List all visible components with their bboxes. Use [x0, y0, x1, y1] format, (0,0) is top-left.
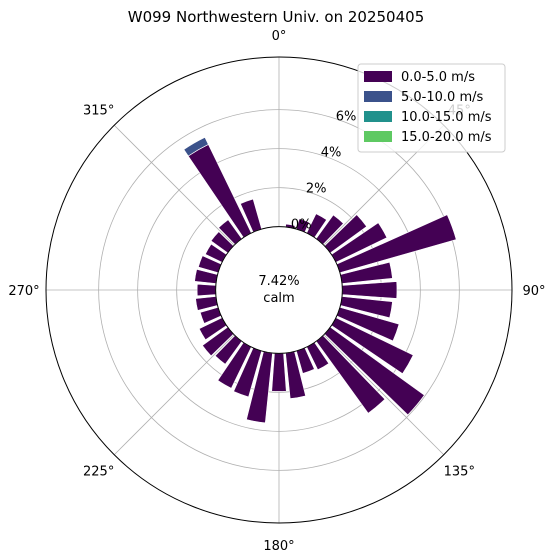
- wind-bar: [196, 283, 217, 297]
- wind-bars: [183, 137, 457, 424]
- radial-label: 6%: [336, 109, 357, 124]
- grid-spoke: [113, 334, 235, 456]
- wind-bar: [341, 281, 398, 299]
- direction-label: 180°: [263, 539, 294, 554]
- legend-swatch: [364, 71, 392, 82]
- direction-label: 0°: [272, 29, 287, 44]
- radial-label: 4%: [321, 145, 342, 160]
- polar-tick-labels: 0°45°90°135°180°225°270°315°0%2%4%6%: [8, 29, 545, 554]
- legend-label: 15.0-20.0 m/s: [401, 130, 492, 145]
- direction-label: 90°: [522, 284, 545, 299]
- grid-spoke: [113, 124, 235, 246]
- grid-spoke: [323, 334, 445, 456]
- legend-swatch: [364, 111, 392, 122]
- wind-bar: [183, 137, 209, 157]
- legend-swatch: [364, 131, 392, 142]
- calm-value: 7.42%: [258, 274, 299, 289]
- wind-bar: [187, 144, 252, 238]
- legend-label: 5.0-10.0 m/s: [401, 90, 483, 105]
- radial-label: 2%: [306, 181, 327, 196]
- direction-label: 225°: [83, 464, 114, 479]
- legend-label: 0.0-5.0 m/s: [401, 70, 475, 85]
- legend-label: 10.0-15.0 m/s: [401, 110, 492, 125]
- legend-box: [357, 63, 506, 153]
- legend-swatch: [364, 91, 392, 102]
- polar-grid: [45, 56, 513, 524]
- outer-ring: [45, 56, 513, 524]
- direction-label: 135°: [444, 464, 475, 479]
- calm-circle: [215, 226, 343, 354]
- direction-label: 315°: [83, 104, 114, 119]
- calm-label: calm: [263, 291, 294, 306]
- legend: 0.0-5.0 m/s 5.0-10.0 m/s 10.0-15.0 m/s 15.0…: [357, 63, 506, 153]
- wind-bar: [271, 352, 287, 392]
- chart-title: W099 Northwestern Univ. on 20250405: [128, 8, 424, 26]
- direction-label: 270°: [8, 284, 39, 299]
